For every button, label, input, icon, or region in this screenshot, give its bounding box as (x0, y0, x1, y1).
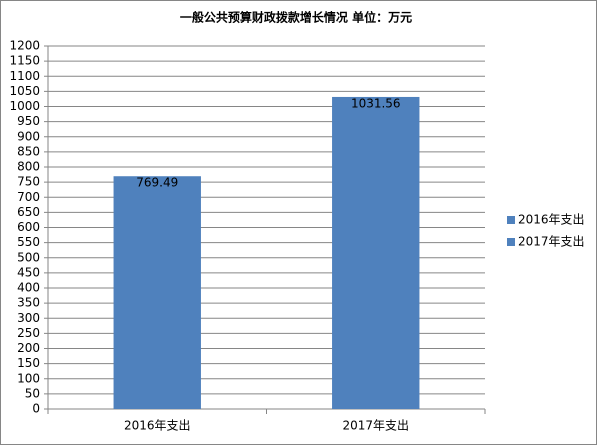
legend-swatch (507, 238, 515, 246)
y-tick-label: 600 (17, 220, 40, 234)
x-tick-label: 2017年支出 (342, 419, 409, 433)
y-tick-label: 150 (17, 356, 40, 370)
y-tick-label: 1150 (9, 54, 40, 68)
y-tick-label: 100 (17, 371, 40, 385)
data-label: 769.49 (136, 176, 178, 190)
y-tick-label: 450 (17, 265, 40, 279)
x-tick-label: 2016年支出 (124, 419, 191, 433)
y-tick-label: 900 (17, 129, 40, 143)
bar (113, 176, 201, 409)
y-tick-label: 250 (17, 326, 40, 340)
chart-title: 一般公共预算财政拨款增长情况 单位：万元 (180, 10, 412, 25)
y-tick-label: 850 (17, 144, 40, 158)
y-tick-label: 1000 (9, 99, 40, 113)
y-tick-label: 800 (17, 160, 40, 174)
y-tick-label: 950 (17, 114, 40, 128)
y-tick-label: 0 (32, 402, 40, 416)
y-tick-label: 1100 (9, 69, 40, 83)
legend-label: 2016年支出 (518, 213, 585, 227)
y-tick-label: 50 (25, 386, 40, 400)
y-tick-label: 200 (17, 341, 40, 355)
legend-swatch (507, 216, 515, 224)
y-tick-label: 400 (17, 281, 40, 295)
y-tick-label: 750 (17, 175, 40, 189)
legend-label: 2017年支出 (518, 235, 585, 249)
y-tick-label: 300 (17, 311, 40, 325)
y-tick-label: 1050 (9, 84, 40, 98)
y-tick-label: 650 (17, 205, 40, 219)
y-tick-label: 500 (17, 250, 40, 264)
y-tick-label: 550 (17, 235, 40, 249)
data-label: 1031.56 (351, 96, 401, 110)
y-tick-label: 350 (17, 296, 40, 310)
bar (332, 96, 420, 410)
y-tick-label: 700 (17, 190, 40, 204)
y-tick-label: 1200 (9, 39, 40, 53)
